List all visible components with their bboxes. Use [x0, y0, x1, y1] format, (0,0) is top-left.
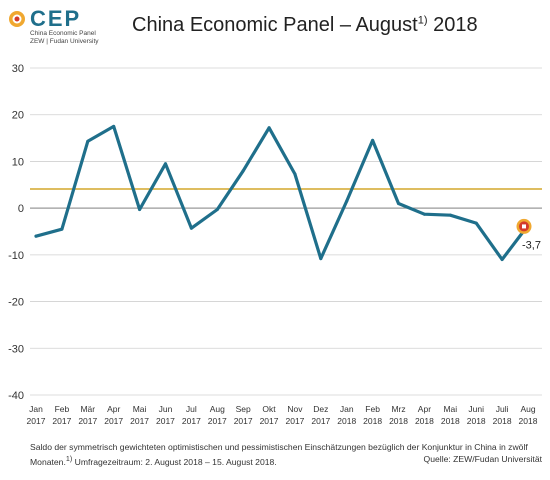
x-tick-label-month: Feb — [55, 404, 70, 414]
x-tick-label-year: 2017 — [234, 416, 253, 426]
data-point — [345, 199, 349, 203]
y-tick-label: 30 — [12, 63, 24, 75]
data-point — [293, 172, 297, 176]
x-tick-label-month: Jun — [159, 404, 173, 414]
x-tick-label-month: Mai — [133, 404, 147, 414]
chart-title: China Economic Panel – August1) 2018 — [132, 14, 478, 37]
x-tick-label-year: 2017 — [78, 416, 97, 426]
cep-logo-mark-icon — [9, 11, 25, 27]
x-tick-label-year: 2017 — [130, 416, 149, 426]
chart-title-footnote-mark: 1) — [417, 14, 428, 27]
x-tick-label-year: 2018 — [415, 416, 434, 426]
x-tick-label-year: 2017 — [182, 416, 201, 426]
data-point — [319, 257, 323, 261]
footnote: Saldo der symmetrisch gewichteten optimi… — [30, 441, 542, 468]
data-point — [474, 221, 478, 225]
x-tick-label-year: 2017 — [52, 416, 71, 426]
x-tick-label-month: Juni — [468, 404, 484, 414]
series-line — [34, 124, 530, 262]
x-tick-label-month: Mai — [443, 404, 457, 414]
footnote-mark: 1) — [65, 455, 73, 463]
data-point — [371, 138, 375, 142]
x-tick-label-month: Juli — [496, 404, 509, 414]
x-tick-label-year: 2018 — [363, 416, 382, 426]
x-tick-label-year: 2017 — [260, 416, 279, 426]
logo-subtitle-2: ZEW | Fudan University — [30, 38, 99, 45]
logo-text: CEP — [30, 6, 82, 31]
x-tick-label-month: Apr — [107, 404, 120, 414]
x-tick-label-year: 2018 — [441, 416, 460, 426]
data-point — [422, 212, 426, 216]
x-tick-label-year: 2018 — [519, 416, 538, 426]
x-tick-label-year: 2017 — [311, 416, 330, 426]
x-tick-label-month: Jan — [29, 404, 43, 414]
x-tick-label-month: Feb — [365, 404, 380, 414]
data-point — [163, 162, 167, 166]
x-tick-label-month: Jan — [340, 404, 354, 414]
data-point — [215, 208, 219, 212]
x-tick-label-month: Dez — [313, 404, 328, 414]
x-tick-label-month: Mär — [80, 404, 95, 414]
x-tick-label-year: 2018 — [493, 416, 512, 426]
data-point — [60, 227, 64, 231]
footnote-survey-period: Umfragezeitraum: 2. August 2018 – 15. Au… — [72, 456, 277, 467]
data-point — [34, 234, 38, 238]
x-tick-label-month: Jul — [186, 404, 197, 414]
chart-title-text: China Economic Panel – August — [132, 14, 418, 36]
data-point — [112, 124, 116, 128]
x-tick-label-year: 2018 — [467, 416, 486, 426]
last-value-label: -3,7 — [522, 239, 541, 251]
x-tick-label-year: 2018 — [389, 416, 408, 426]
x-tick-label-month: Aug — [210, 404, 225, 414]
x-tick-label-month: Sep — [236, 404, 251, 414]
line-chart: 30 20 10 0 -10 -20 -30 -40 Jan 2017 Feb 2017 Mär 2017… — [8, 63, 542, 426]
y-tick-label: 10 — [12, 156, 24, 168]
x-tick-label-month: Apr — [418, 404, 431, 414]
x-tick-label-month: Aug — [520, 404, 535, 414]
data-point — [241, 169, 245, 173]
y-tick-label: -10 — [8, 250, 24, 262]
footnote-description: Saldo der symmetrisch gewichteten optimi… — [30, 442, 528, 467]
data-point — [500, 258, 504, 262]
y-tick-label: 20 — [12, 110, 24, 122]
last-value-marker-center — [522, 224, 526, 229]
x-tick-label-month: Nov — [287, 404, 303, 414]
y-tick-label: 0 — [18, 203, 24, 215]
data-point — [138, 208, 142, 212]
x-tick-label-year: 2017 — [27, 416, 46, 426]
chart-title-year: 2018 — [433, 14, 478, 36]
data-point — [397, 201, 401, 205]
y-tick-label: -40 — [8, 390, 24, 402]
x-tick-label-year: 2018 — [337, 416, 356, 426]
data-point — [189, 226, 193, 230]
x-tick-label-year: 2017 — [208, 416, 227, 426]
x-tick-label-month: Mrz — [391, 404, 405, 414]
footnote-source: Quelle: ZEW/Fudan Universität — [423, 454, 542, 464]
data-point — [86, 139, 90, 143]
logo-subtitle-1: China Economic Panel — [30, 30, 96, 37]
y-tick-label: -20 — [8, 297, 24, 309]
x-tick-label-year: 2017 — [104, 416, 123, 426]
data-point — [448, 213, 452, 217]
x-tick-label-year: 2017 — [156, 416, 175, 426]
data-point — [267, 126, 271, 130]
cep-logo: CEP China Economic Panel ZEW | Fudan Uni… — [8, 6, 118, 48]
y-tick-label: -30 — [8, 343, 24, 355]
x-tick-label-year: 2017 — [285, 416, 304, 426]
x-tick-label-month: Okt — [262, 404, 276, 414]
